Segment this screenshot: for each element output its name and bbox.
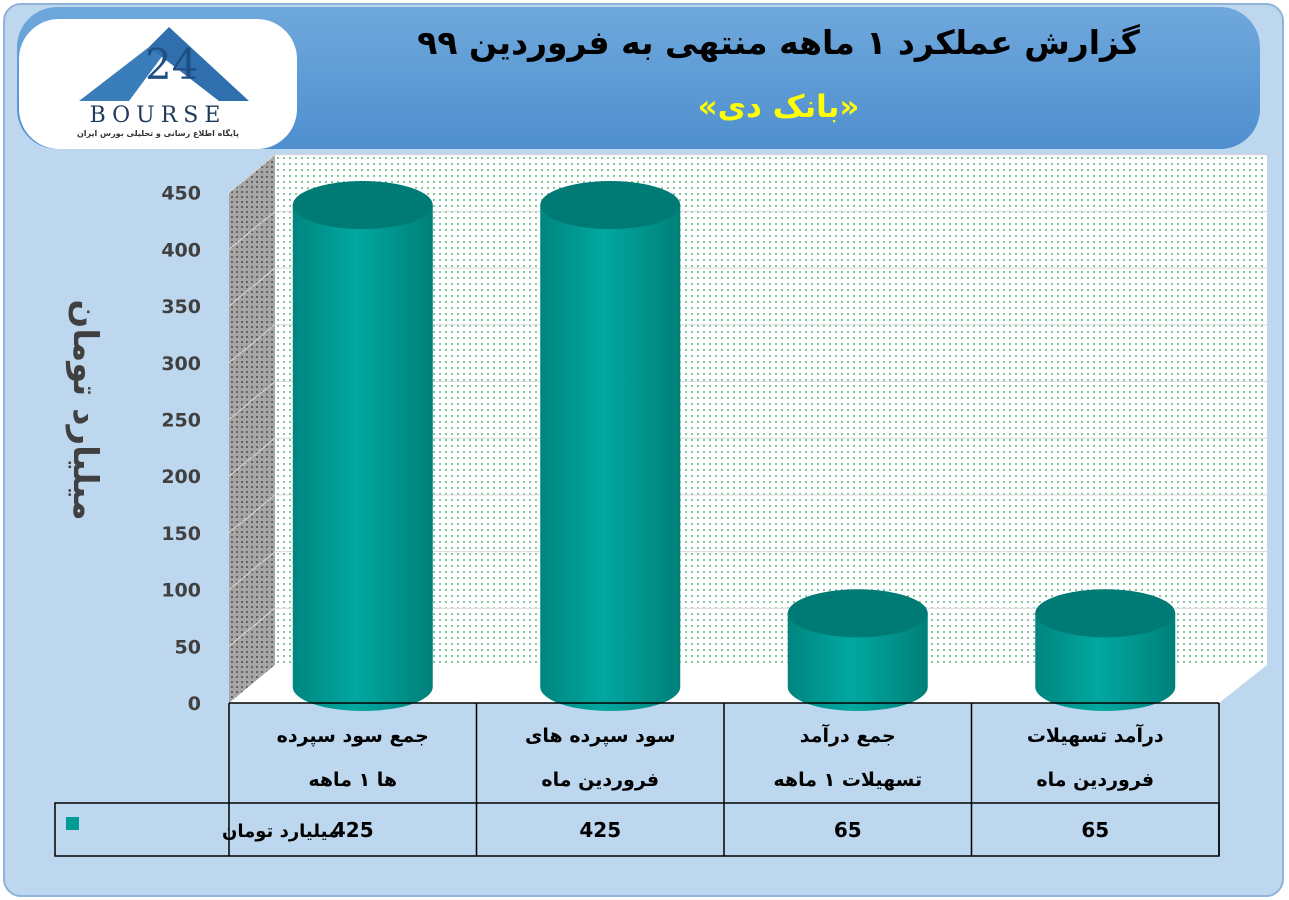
data-table: درآمد تسهیلات فروردین ماه 65 جمع درآمد تسهیل… xyxy=(54,702,1220,857)
bar xyxy=(1035,589,1176,711)
bar-body xyxy=(1035,613,1176,711)
gridline xyxy=(228,437,1267,477)
bar-body xyxy=(787,613,928,711)
category-label: درآمد تسهیلات xyxy=(1027,723,1164,747)
gridline xyxy=(228,381,1267,420)
gridline xyxy=(228,324,1267,364)
y-tick-label: 200 xyxy=(161,466,201,488)
gridline xyxy=(228,154,1267,194)
category-label: فروردین ماه xyxy=(1036,769,1154,791)
logo-mark-icon: 24 xyxy=(79,27,249,101)
bar-top xyxy=(1035,589,1176,638)
gridline xyxy=(228,494,1267,534)
bar-top xyxy=(292,181,433,230)
y-tick-label: 300 xyxy=(161,353,201,375)
bar xyxy=(292,181,433,712)
bourse24-logo: 24 BOURSE پایگاه اطلاع رسانی و تحلیلی بو… xyxy=(19,19,297,149)
side-wall xyxy=(229,154,275,703)
chart-title: گزارش عملکرد ۱ ماهه منتهی به فروردین ۹۹ xyxy=(417,23,1140,62)
y-tick-label: 150 xyxy=(161,523,201,545)
value-label: 65 xyxy=(834,818,862,842)
category-label: ها ۱ ماهه xyxy=(308,769,397,791)
y-tick-label: 450 xyxy=(161,183,201,205)
y-axis: 0 50 100 150 200 250 300 350 400 450 xyxy=(161,183,201,715)
value-label: 65 xyxy=(1081,818,1109,842)
y-tick-label: 350 xyxy=(161,296,201,318)
y-tick-label: 0 xyxy=(188,693,201,715)
category-label: جمع درآمد xyxy=(800,723,896,747)
bar-top xyxy=(540,181,681,230)
category-label: سود سپرده های xyxy=(525,725,676,747)
gridline xyxy=(228,551,1267,590)
value-label: 425 xyxy=(579,818,621,842)
logo-text: BOURSE xyxy=(89,103,227,128)
gridline xyxy=(228,210,1267,250)
bar-top xyxy=(787,589,928,638)
chart-subtitle: «بانک دی» xyxy=(697,89,860,125)
y-tick-label: 250 xyxy=(161,410,201,432)
legend-swatch xyxy=(66,817,79,830)
svg-text:24: 24 xyxy=(145,40,198,89)
category-label: جمع سود سپرده xyxy=(277,725,429,747)
y-tick-label: 50 xyxy=(175,636,201,658)
bar xyxy=(787,589,928,711)
gridline xyxy=(228,607,1267,647)
category-label: فروردین ماه xyxy=(541,769,659,791)
y-tick-label: 400 xyxy=(161,239,201,261)
back-wall xyxy=(275,154,1267,665)
bar-body xyxy=(292,205,433,712)
value-label: 425 xyxy=(332,818,374,842)
bar xyxy=(540,181,681,712)
plot-area xyxy=(228,154,1267,703)
category-label: تسهیلات ۱ ماهه xyxy=(773,769,922,791)
y-tick-label: 100 xyxy=(161,580,201,602)
floor xyxy=(229,665,1267,703)
bars xyxy=(292,181,1176,712)
gridline xyxy=(228,267,1267,307)
legend-label: میلیارد تومان xyxy=(222,821,339,842)
logo-tagline: پایگاه اطلاع رسانی و تحلیلی بورس ایران xyxy=(76,129,240,138)
bar-body xyxy=(540,205,681,712)
